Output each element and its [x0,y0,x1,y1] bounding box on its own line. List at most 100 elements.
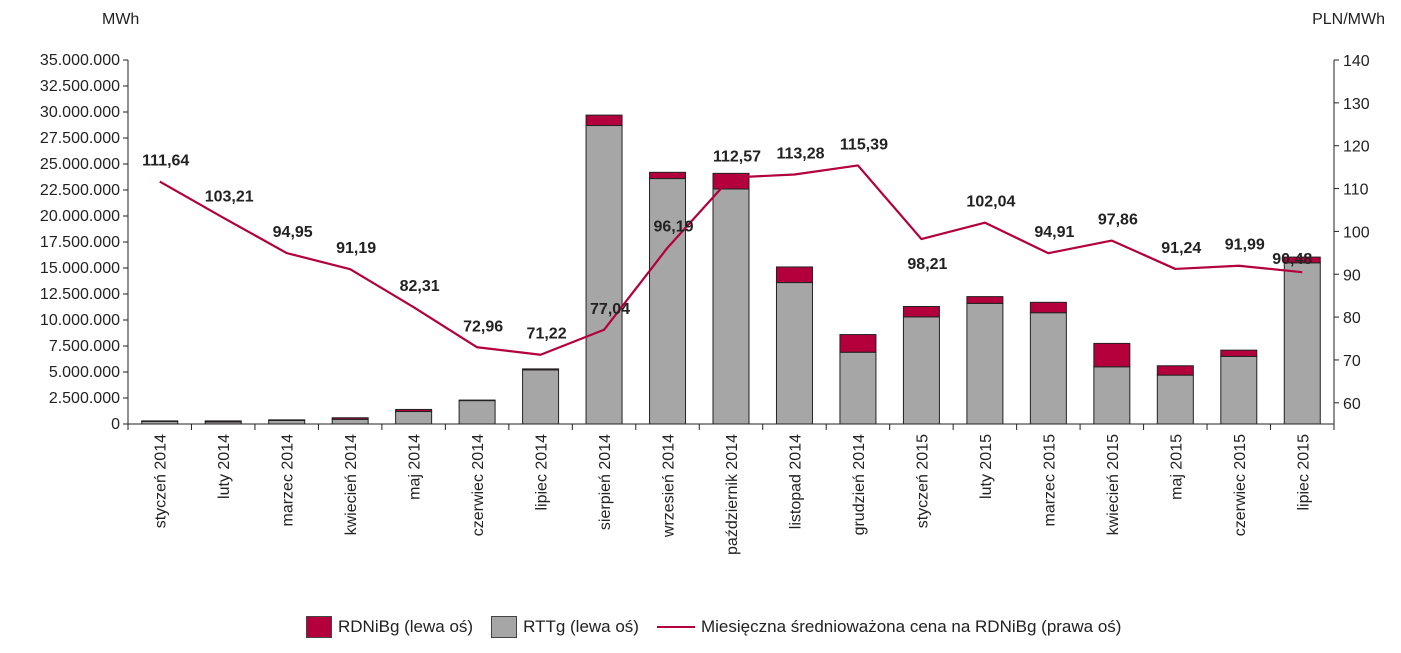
price-data-label: 94,91 [1034,224,1074,241]
bar-rdnibg [1283,256,1321,264]
bar-rttg [712,188,750,425]
right-tick-label: 100 [1343,224,1370,241]
bar-rdnibg [1156,365,1194,376]
legend-label-price: Miesięczna średnioważona cena na RDNiBg … [700,617,1122,636]
bar-rdnibg [268,419,306,421]
price-data-label: 91,99 [1225,237,1265,254]
bar-rttg [522,369,560,425]
bar-rttg [331,418,369,425]
left-tick-label: 2.500.000 [49,390,120,407]
price-data-label: 77,04 [590,301,630,318]
x-tick-label: czerwiec 2014 [470,434,487,536]
x-tick-label: marzec 2015 [1041,434,1058,527]
right-tick-label: 130 [1343,96,1370,113]
price-data-label: 113,28 [776,145,824,162]
right-tick-label: 140 [1343,53,1370,70]
bar-rttg [585,125,623,425]
legend-label-rttg: RTTg (lewa oś) [523,617,639,636]
x-tick-label: październik 2014 [724,434,741,555]
bar-rdnibg [839,334,877,353]
bar-rdnibg [649,171,687,180]
bar-rdnibg [331,417,369,420]
x-tick-label: luty 2014 [216,434,233,499]
price-data-label: 102,04 [966,194,1015,211]
left-tick-label: 7.500.000 [49,338,120,355]
bar-rttg [775,282,813,425]
x-tick-label: grudzień 2014 [851,434,868,536]
price-data-label: 115,39 [840,136,888,153]
x-tick-label: kwiecień 2014 [343,434,360,536]
bar-rdnibg [395,408,433,413]
x-tick-label: marzec 2014 [280,434,297,527]
left-tick-label: 27.500.000 [40,130,120,147]
price-data-label: 94,95 [273,224,313,241]
bar-rttg [1156,374,1194,425]
right-tick-label: 120 [1343,139,1370,156]
bar-rdnibg [522,368,560,371]
legend-item-price: Miesięczna średnioważona cena na RDNiBg … [656,617,1122,637]
price-data-label: 111,64 [142,153,189,170]
bar-rttg [966,302,1004,425]
x-tick-label: styczeń 2015 [914,434,931,528]
bar-rttg [1029,312,1067,425]
price-data-label: 91,24 [1161,240,1201,257]
left-tick-label: 30.000.000 [40,104,120,121]
bar-rdnibg [1220,349,1258,357]
axes-layer: 0 2.500.000 5.000.000 7.500.000 10.000.000 12… [40,52,1370,555]
right-tick-label: 90 [1343,267,1361,284]
price-line [159,164,1303,356]
price-data-label: 103,21 [205,189,254,206]
legend-item-rttg: RTTg (lewa oś) [491,616,639,638]
x-tick-label: lipiec 2015 [1295,434,1312,511]
x-tick-label: wrzesień 2014 [661,434,678,538]
bar-rdnibg [966,296,1004,304]
bar-rdnibg [712,172,750,190]
price-data-label: 112,57 [713,149,761,166]
x-tick-label: kwiecień 2015 [1105,434,1122,536]
x-tick-label: luty 2015 [978,434,995,499]
bar-rdnibg [902,305,940,318]
left-tick-label: 0 [111,416,120,433]
bar-rdnibg [204,420,242,423]
right-tick-label: 60 [1343,396,1361,413]
bar-rdnibg [775,266,813,284]
x-tick-label: styczeń 2014 [153,434,170,528]
x-tick-label: maj 2015 [1168,434,1185,500]
left-tick-label: 25.000.000 [40,156,120,173]
price-data-label: 91,19 [336,240,376,257]
bar-rdnibg [1093,342,1131,368]
bar-rttg [395,411,433,425]
price-data-label: 96,19 [654,219,694,236]
price-line-layer [159,164,1303,356]
legend: RDNiBg (lewa oś) RTTg (lewa oś) Miesięcz… [306,614,1139,640]
price-data-label: 71,22 [527,326,567,343]
bar-rttg [1093,366,1131,425]
legend-swatch-price [656,626,695,628]
bar-rttg [839,351,877,425]
right-tick-label: 70 [1343,353,1361,370]
price-data-label: 98,21 [907,256,947,273]
legend-label-rdnibg: RDNiBg (lewa oś) [338,617,474,636]
bar-rttg [902,316,940,425]
right-tick-label: 110 [1343,182,1369,199]
data-label-layer: 111,64 103,21 94,95 91,19 82,31 72,96 71,22 77,… [142,136,1312,342]
price-data-label: 90,48 [1272,251,1312,268]
right-tick-label: 80 [1343,310,1361,327]
x-tick-label: maj 2014 [407,434,424,500]
x-tick-label: lipiec 2014 [534,434,551,511]
left-tick-label: 10.000.000 [40,312,120,329]
left-tick-label: 5.000.000 [49,364,120,381]
x-tick-label: sierpień 2014 [597,434,614,530]
bar-rttg [649,178,687,425]
legend-swatch-rttg [491,616,518,638]
legend-swatch-rdnibg [306,616,332,638]
bar-rdnibg [1029,301,1067,314]
chart: MWh PLN/MWh 0 2.500.000 5.000.000 7.500.000… [40,11,1385,555]
right-axis-unit: PLN/MWh [1312,11,1385,28]
left-tick-label: 15.000.000 [40,260,120,277]
left-tick-label: 22.500.000 [40,182,120,199]
price-data-label: 97,86 [1098,212,1138,229]
x-tick-label: listopad 2014 [787,434,804,529]
bar-rttg [458,400,496,425]
bar-rttg [268,419,306,425]
